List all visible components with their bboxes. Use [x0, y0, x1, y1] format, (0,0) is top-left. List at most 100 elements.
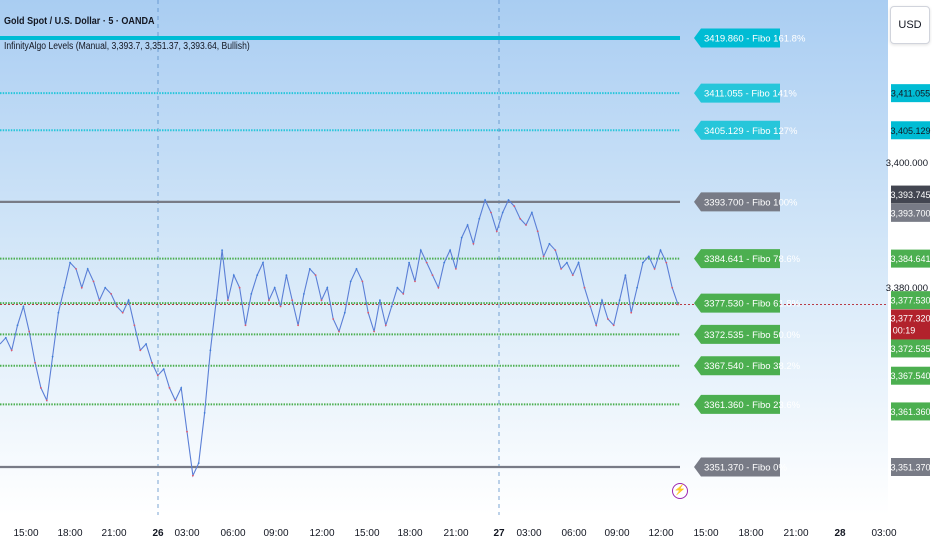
- price-point: [297, 324, 299, 327]
- price-point: [69, 261, 71, 264]
- fibo-level-label-box[interactable]: [694, 83, 780, 103]
- price-point: [320, 299, 323, 302]
- price-point: [28, 330, 31, 333]
- price-point: [116, 305, 118, 308]
- price-point: [618, 299, 621, 302]
- fibo-level-label-box[interactable]: [694, 192, 780, 212]
- time-tick-label: 15:00: [13, 528, 38, 539]
- price-point: [566, 261, 568, 264]
- price-axis-badge-box[interactable]: [891, 203, 930, 222]
- price-point: [642, 261, 644, 264]
- fibo-level-label: 3351.370 - Fibo 0%: [704, 463, 787, 474]
- price-point: [168, 387, 171, 389]
- price-point: [343, 311, 346, 314]
- price-point: [221, 249, 224, 252]
- price-point: [443, 261, 446, 264]
- fibo-level-label: 3419.860 - Fibo 161.8%: [704, 34, 806, 45]
- price-axis-badge: 3,411.055: [891, 89, 930, 99]
- price-point: [554, 249, 557, 252]
- price-point: [449, 249, 451, 252]
- price-point: [542, 255, 545, 258]
- price-point: [133, 324, 136, 327]
- fibo-level-label-box[interactable]: [694, 120, 780, 140]
- price-axis-badge-box[interactable]: [891, 121, 930, 140]
- lightning-icon[interactable]: ⚡: [672, 483, 688, 499]
- current-price-badge: 3,377.320: [890, 313, 930, 323]
- time-tick-label: 18:00: [397, 528, 422, 539]
- time-tick-label: 12:00: [309, 528, 334, 539]
- price-axis-badge-box[interactable]: [891, 185, 930, 204]
- price-point: [583, 286, 586, 289]
- price-point: [51, 355, 54, 358]
- price-point: [86, 268, 89, 270]
- price-point: [34, 361, 36, 364]
- price-point: [431, 274, 434, 276]
- price-point: [232, 274, 235, 276]
- price-point: [227, 299, 229, 302]
- price-point: [279, 305, 282, 308]
- price-axis-badge: 3,384.641: [890, 254, 930, 264]
- price-axis-badge-box[interactable]: [891, 366, 930, 385]
- price-point: [425, 261, 428, 264]
- time-tick-label: 09:00: [263, 528, 288, 539]
- price-point: [437, 286, 440, 289]
- price-axis-badge-box[interactable]: [891, 291, 930, 310]
- price-point: [607, 318, 609, 320]
- price-point: [45, 399, 48, 402]
- current-price-badge-box[interactable]: [891, 309, 930, 340]
- time-tick-label: 21:00: [783, 528, 808, 539]
- price-point: [273, 286, 276, 289]
- fibo-level-label: 3367.540 - Fibo 38.2%: [704, 361, 801, 372]
- price-point: [151, 361, 153, 364]
- price-point: [525, 224, 527, 226]
- price-axis-badge-box[interactable]: [891, 458, 930, 476]
- price-point: [601, 299, 603, 302]
- fibo-level-label: 3393.700 - Fibo 100%: [704, 197, 798, 208]
- price-point: [384, 324, 387, 327]
- price-point: [98, 299, 101, 302]
- price-point: [548, 242, 551, 245]
- price-axis-badge-box[interactable]: [891, 249, 930, 268]
- price-point: [373, 330, 375, 333]
- fibo-level-label-box[interactable]: [694, 324, 780, 344]
- symbol-title[interactable]: Gold Spot / U.S. Dollar · 5 · OANDA: [4, 15, 155, 27]
- fibo-level-label-box[interactable]: [694, 293, 780, 313]
- price-point: [355, 268, 358, 270]
- price-point: [145, 343, 148, 345]
- price-point: [390, 305, 393, 308]
- fibo-level-label-box[interactable]: [694, 28, 780, 48]
- price-point: [659, 249, 662, 252]
- price-axis-badge: 3,361.360: [890, 407, 930, 417]
- currency-button[interactable]: USD: [890, 6, 930, 44]
- price-axis-badge: 3,377.530: [890, 296, 930, 306]
- price-point: [4, 336, 7, 339]
- price-axis-badge-box[interactable]: [891, 339, 930, 358]
- time-tick-label: 03:00: [174, 528, 199, 539]
- price-point: [92, 280, 95, 283]
- price-axis-badge-box[interactable]: [891, 402, 930, 421]
- fibo-level-label: 3377.530 - Fibo 61.8%: [704, 299, 801, 310]
- fibo-level-label-box[interactable]: [694, 457, 780, 477]
- time-scale-background: [0, 515, 932, 550]
- time-tick-label: 06:00: [561, 528, 586, 539]
- price-point: [379, 299, 381, 302]
- price-point: [460, 236, 463, 239]
- price-point: [577, 261, 580, 264]
- time-tick-label: 12:00: [648, 528, 673, 539]
- fibo-level-label-box[interactable]: [694, 356, 780, 376]
- price-point: [472, 242, 475, 245]
- fibo-level-label-box[interactable]: [694, 249, 780, 269]
- price-point: [595, 324, 598, 327]
- fibo-level-label: 3411.055 - Fibo 141%: [704, 89, 797, 100]
- price-point: [361, 280, 364, 283]
- price-point: [40, 387, 42, 389]
- price-point: [244, 324, 247, 327]
- indicator-legend[interactable]: InfinityAlgo Levels (Manual, 3,393.7, 3,…: [4, 41, 250, 52]
- price-point: [192, 474, 194, 477]
- price-tick-label: 3,380.000: [886, 283, 928, 294]
- fibo-level-label-box[interactable]: [694, 394, 780, 414]
- price-axis-badge-box[interactable]: [891, 84, 930, 103]
- price-point: [10, 349, 13, 352]
- price-point: [197, 462, 200, 464]
